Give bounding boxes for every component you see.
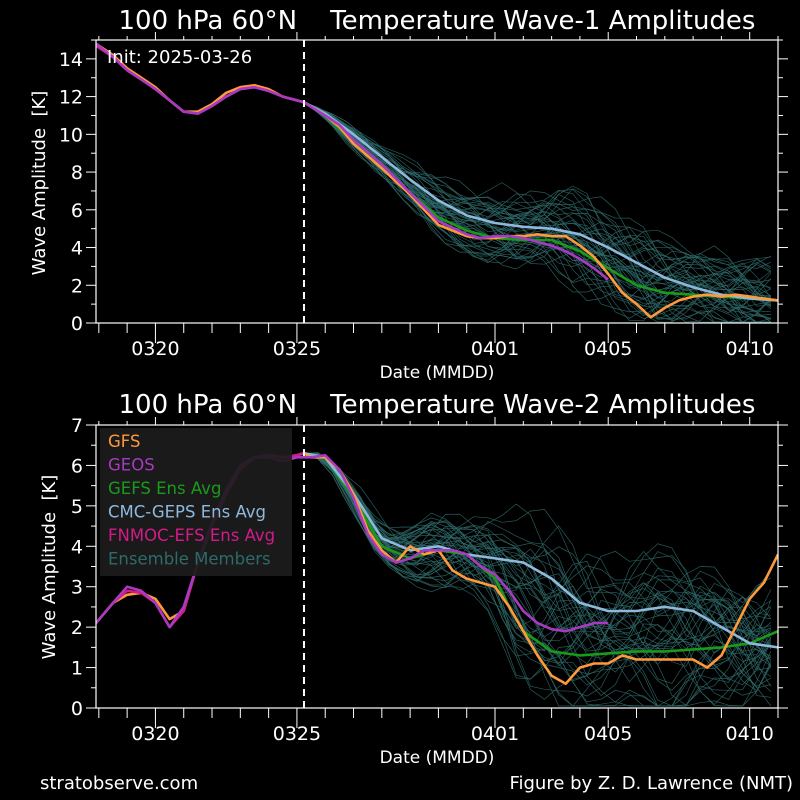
legend-entry: FNMOC-EFS Ens Avg	[108, 526, 275, 545]
ensemble-member-line	[303, 101, 772, 299]
y-tick-label: 6	[71, 200, 83, 222]
series-line-cmc-geps-ens-avg	[303, 101, 778, 302]
y-tick-label: 0	[71, 313, 83, 335]
y-tick-label: 5	[71, 496, 83, 518]
y-tick-label: 1	[71, 658, 83, 680]
wave1-series-lines	[96, 42, 778, 319]
ensemble-member-line	[303, 102, 772, 323]
wave2-ylabel: Wave Amplitude [K]	[39, 475, 60, 660]
wave2-panel: 100 hPa 60°N Temperature Wave-2 Amplitud…	[39, 390, 788, 768]
wave1-title: 100 hPa 60°N Temperature Wave-1 Amplitud…	[119, 6, 756, 36]
series-line-geos	[96, 453, 609, 633]
y-tick-label: 6	[71, 455, 83, 477]
ensemble-member-line	[303, 452, 772, 664]
wave2-legend: GFS GEOS GEFS Ens Avg CMC-GEPS Ens Avg FNMOC…	[100, 428, 292, 576]
y-tick-label: 4	[71, 238, 83, 260]
wave2-axes: 0 1 2 3 4 5 6 7 0320 0325 0401 0405 0410	[71, 415, 788, 745]
y-tick-label: 0	[71, 698, 83, 720]
wave1-ensemble-members	[303, 101, 772, 323]
ensemble-member-line	[303, 102, 771, 323]
ensemble-member-line	[303, 102, 772, 323]
legend-entry: CMC-GEPS Ens Avg	[108, 503, 266, 522]
ensemble-member-line	[303, 101, 772, 272]
series-line-gfs	[96, 42, 778, 319]
ensemble-member-line	[303, 452, 772, 661]
footer-credit: Figure by Z. D. Lawrence (NMT)	[509, 773, 793, 794]
y-tick-label: 10	[59, 124, 83, 146]
ensemble-member-line	[303, 452, 772, 706]
legend-entry: Ensemble Members	[108, 550, 271, 569]
x-tick-label: 0405	[584, 723, 632, 745]
x-tick-label: 0325	[273, 723, 321, 745]
ensemble-member-line	[303, 102, 771, 323]
ensemble-member-line	[303, 101, 772, 287]
y-tick-label: 12	[59, 87, 83, 109]
y-tick-label: 7	[71, 415, 83, 437]
legend-entry: GEOS	[108, 456, 155, 475]
ensemble-member-line	[303, 101, 772, 312]
ensemble-member-line	[303, 452, 771, 633]
x-tick-label: 0410	[726, 338, 774, 360]
x-tick-label: 0405	[584, 338, 632, 360]
wave2-xlabel: Date (MMDD)	[380, 748, 495, 768]
series-line-geos	[96, 42, 610, 281]
wave1-ylabel: Wave Amplitude [K]	[29, 91, 50, 276]
ensemble-member-line	[303, 452, 772, 633]
x-tick-label: 0410	[726, 723, 774, 745]
x-tick-label: 0401	[471, 338, 519, 360]
y-tick-label: 14	[59, 49, 83, 71]
legend-box	[100, 428, 292, 576]
x-tick-label: 0401	[471, 723, 519, 745]
wave1-xlabel: Date (MMDD)	[380, 363, 495, 383]
y-tick-label: 8	[71, 162, 83, 184]
ensemble-member-line	[303, 452, 771, 667]
ensemble-member-line	[303, 101, 772, 282]
footer-site: stratobserve.com	[40, 773, 198, 794]
wave1-panel: 100 hPa 60°N Temperature Wave-1 Amplitud…	[29, 6, 788, 383]
ensemble-member-line	[303, 452, 772, 659]
y-tick-label: 2	[71, 275, 83, 297]
wave2-title: 100 hPa 60°N Temperature Wave-2 Amplitud…	[119, 390, 756, 420]
ensemble-member-line	[303, 452, 772, 692]
ensemble-member-line	[303, 102, 771, 323]
legend-entry: GEFS Ens Avg	[108, 479, 221, 498]
y-tick-label: 3	[71, 577, 83, 599]
ensemble-member-line	[303, 452, 772, 660]
wave1-axes: 0 2 4 6 8 10 12 14 0320 0325 0401 0405 0410	[59, 32, 788, 360]
y-tick-label: 4	[71, 536, 83, 558]
x-tick-label: 0325	[273, 338, 321, 360]
ensemble-member-line	[303, 452, 772, 616]
x-tick-label: 0320	[131, 723, 179, 745]
y-tick-label: 2	[71, 617, 83, 639]
ensemble-member-line	[303, 101, 771, 323]
wave1-init-annotation: Init: 2025-03-26	[107, 47, 252, 68]
ensemble-member-line	[303, 452, 772, 665]
series-line-cmc-geps-ens-avg	[303, 452, 778, 649]
x-tick-label: 0320	[131, 338, 179, 360]
legend-entry: GFS	[108, 432, 140, 451]
plot-frame	[95, 39, 779, 324]
